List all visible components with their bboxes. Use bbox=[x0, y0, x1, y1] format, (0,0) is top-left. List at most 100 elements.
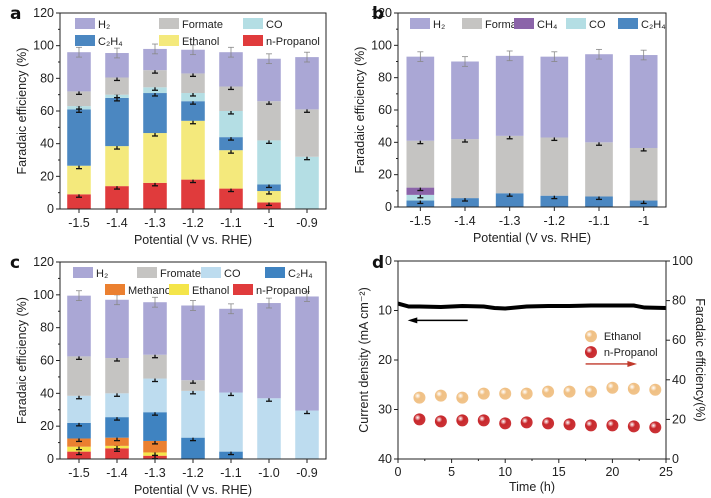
data-point-ethanol bbox=[456, 391, 469, 404]
legend-swatch-h2 bbox=[75, 18, 95, 29]
bar-segment-formate bbox=[406, 140, 435, 188]
legend-swatch-n-propanol bbox=[243, 35, 263, 46]
bar-segment-ethanol bbox=[257, 191, 281, 203]
legend-label-c2h4: C₂H₄ bbox=[288, 268, 313, 280]
bar-segment-formate bbox=[629, 147, 658, 201]
x-tick-label: 20 bbox=[605, 465, 619, 479]
panel-label: b bbox=[372, 4, 384, 24]
legend-label-methanol: Methanol bbox=[128, 285, 173, 297]
legend-label-ethanol: Ethanol bbox=[192, 285, 229, 297]
y2-tick-label: 100 bbox=[672, 254, 693, 268]
legend-swatch-co bbox=[201, 267, 221, 278]
bar-segment-h2 bbox=[451, 61, 479, 140]
bar-segment-h2 bbox=[105, 299, 129, 359]
bar-segment-formate bbox=[295, 109, 319, 157]
bar-segment-h2 bbox=[406, 56, 435, 141]
legend-swatch-h2 bbox=[410, 18, 430, 29]
legend-marker-n-propanol bbox=[584, 346, 597, 359]
bar-segment-fromate bbox=[143, 354, 167, 379]
data-point-n-propanol bbox=[499, 417, 512, 430]
legend-label-c2h4: C₂H₄ bbox=[98, 36, 123, 48]
x-tick-label: -1.3 bbox=[144, 466, 166, 480]
bar-segment-h2 bbox=[495, 55, 524, 136]
bar-segment-co bbox=[105, 393, 129, 418]
bar-segment-n-propanol bbox=[143, 182, 167, 209]
legend-label-fromate: Fromate bbox=[160, 268, 201, 280]
bar-segment-co bbox=[181, 390, 205, 438]
bar-segment-co bbox=[67, 395, 91, 423]
legend-swatch-ethanol bbox=[169, 284, 189, 295]
bar-segment-h2 bbox=[219, 52, 243, 87]
x-tick-label: -1.5 bbox=[410, 214, 432, 228]
x-tick-label: 5 bbox=[448, 465, 455, 479]
bar-segment-fromate bbox=[105, 358, 129, 394]
bar-segment-formate bbox=[451, 139, 479, 199]
data-point-n-propanol bbox=[520, 416, 533, 429]
bar-segment-h2 bbox=[257, 58, 281, 102]
bar-segment-c2h4 bbox=[67, 109, 91, 166]
bar-segment-h2 bbox=[257, 303, 281, 399]
bar-segment-co bbox=[295, 410, 319, 459]
x-tick-label: 25 bbox=[659, 465, 673, 479]
bar-segment-n-propanol bbox=[67, 451, 91, 459]
data-point-ethanol bbox=[606, 381, 619, 394]
y2-tick-label: 60 bbox=[672, 333, 686, 347]
bar-segment-h2 bbox=[105, 53, 129, 78]
x-tick-label: -1.1 bbox=[220, 216, 242, 230]
bar-segment-c2h4 bbox=[540, 195, 569, 207]
bar-segment-ethanol bbox=[105, 146, 129, 187]
data-point-ethanol bbox=[627, 382, 640, 395]
legend-swatch-ch4 bbox=[514, 18, 534, 29]
x-tick-label: -1.2 bbox=[182, 466, 204, 480]
bar-segment-ethanol bbox=[181, 120, 205, 180]
x-tick-label: -1.3 bbox=[499, 214, 521, 228]
legend-label-co: CO bbox=[266, 19, 283, 31]
y2-tick-label: 80 bbox=[672, 294, 686, 308]
legend-label-c2h4: C₂H₄ bbox=[641, 19, 666, 31]
y2-axis-label: Faradaic efficiency(%) bbox=[693, 298, 707, 421]
x-axis-label: Potential (V vs. RHE) bbox=[134, 233, 252, 247]
bar-segment-formate bbox=[585, 142, 613, 197]
legend-swatch-formate bbox=[159, 18, 179, 29]
legend-label-ethanol: Ethanol bbox=[604, 331, 641, 343]
y2-tick-label: 20 bbox=[672, 412, 686, 426]
x-tick-label: 15 bbox=[552, 465, 566, 479]
y-tick-label: 0 bbox=[385, 254, 392, 268]
data-point-ethanol bbox=[542, 385, 555, 398]
y2-tick-label: 40 bbox=[672, 373, 686, 387]
y-tick-label: 20 bbox=[40, 419, 54, 433]
data-point-ethanol bbox=[520, 387, 533, 400]
y-tick-label: 20 bbox=[378, 168, 392, 182]
data-point-n-propanol bbox=[606, 419, 619, 432]
panel-c: -1.5 -1.4 -1.3 -1.2 -1.1 -1.0 -0.9 0 20 40 60 80 100… bbox=[10, 253, 327, 497]
y-tick-label: 40 bbox=[40, 137, 54, 151]
bar-segment-n-propanol bbox=[105, 186, 129, 209]
bar-segment-h2 bbox=[67, 295, 91, 357]
bar-segment-formate bbox=[67, 91, 91, 107]
x-axis-label: Potential (V vs. RHE) bbox=[134, 483, 252, 497]
bar-segment-c2h4 bbox=[143, 93, 167, 134]
legend-swatch-fromate bbox=[137, 267, 157, 278]
data-point-ethanol bbox=[584, 385, 597, 398]
x-tick-label: -0.9 bbox=[296, 216, 318, 230]
y-tick-label: 30 bbox=[378, 403, 392, 417]
x-tick-label: -1.2 bbox=[182, 216, 204, 230]
x-tick-label: -1 bbox=[263, 216, 274, 230]
bar-segment-co bbox=[219, 111, 243, 138]
bar-segment-h2 bbox=[629, 55, 658, 148]
x-tick-label: -1.5 bbox=[68, 216, 90, 230]
plot-frame bbox=[397, 260, 667, 460]
bar-segment-co bbox=[219, 392, 243, 452]
bar-segment-formate bbox=[105, 77, 129, 95]
y-tick-label: 40 bbox=[378, 135, 392, 149]
bar-segment-ethanol bbox=[67, 165, 91, 195]
x-tick-label: -1.1 bbox=[588, 214, 610, 228]
data-point-n-propanol bbox=[456, 414, 469, 427]
x-tick-label: 0 bbox=[395, 465, 402, 479]
data-point-n-propanol bbox=[584, 419, 597, 432]
y-tick-label: 60 bbox=[378, 103, 392, 117]
legend-swatch-c2h4 bbox=[265, 267, 285, 278]
data-point-n-propanol bbox=[434, 415, 447, 428]
data-point-n-propanol bbox=[563, 418, 576, 431]
